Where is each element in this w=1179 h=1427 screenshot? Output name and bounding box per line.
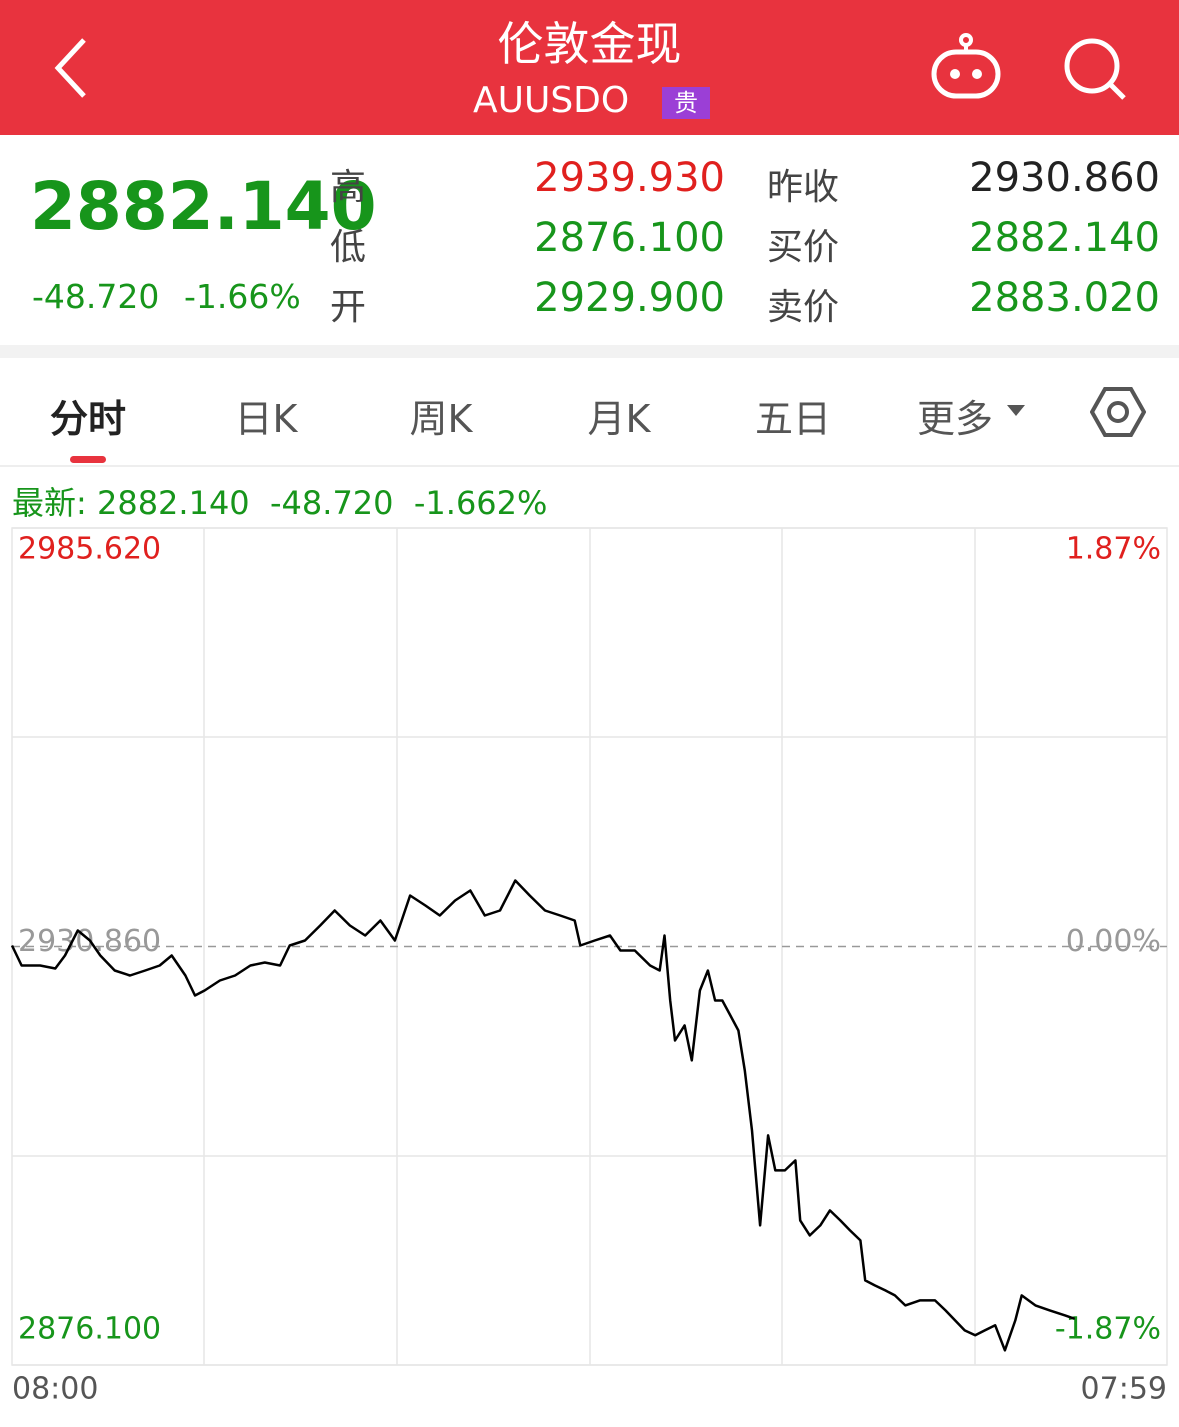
stat-label: 买价 — [767, 227, 840, 268]
badge: 贵 — [662, 87, 710, 119]
stat-value: 2883.020 — [969, 275, 1160, 321]
chart: 2985.6202930.8602876.1001.87%0.00%-1.87%… — [10, 527, 1168, 1407]
latest-label: 最新: — [12, 484, 87, 522]
y2-tick-label: 0.00% — [1066, 924, 1161, 959]
stat-label: 昨收 — [767, 167, 840, 208]
y2-tick-label: 1.87% — [1066, 532, 1161, 567]
search-icon[interactable] — [1060, 34, 1130, 104]
y-tick-label: 2876.100 — [18, 1312, 161, 1347]
tab[interactable]: 分时 — [49, 397, 126, 441]
y-tick-label: 2985.620 — [18, 532, 161, 567]
separator — [0, 345, 1179, 358]
tab[interactable]: 日K — [234, 397, 298, 441]
settings-icon[interactable] — [1090, 385, 1146, 439]
header-bar: 伦敦金现 AUUSDO 贵 — [0, 0, 1179, 135]
stat-label: 低 — [330, 227, 367, 268]
stat-label: 高 — [330, 167, 367, 208]
stat-value: 2882.140 — [969, 215, 1160, 261]
tab[interactable]: 五日 — [754, 397, 831, 441]
x-tick-label: 07:59 — [1081, 1372, 1167, 1407]
stat-value: 2929.900 — [534, 275, 725, 321]
dropdown-arrow — [1007, 405, 1025, 416]
tab[interactable]: 周K — [409, 397, 473, 441]
stat-value: 2930.860 — [969, 155, 1160, 201]
tab[interactable]: 更多 — [916, 397, 993, 441]
stat-value: 2939.930 — [534, 155, 725, 201]
latest-price: 2882.140 — [96, 484, 250, 522]
latest-row: 最新: 2882.140 -48.720 -1.662% — [12, 478, 547, 524]
tab[interactable]: 月K — [587, 397, 651, 441]
stat-value: 2876.100 — [534, 215, 725, 261]
symbol-code: AUUSDO — [473, 80, 630, 121]
latest-change: -48.720 — [270, 484, 394, 522]
tab-indicator — [70, 456, 106, 463]
robot-icon[interactable] — [928, 32, 1004, 102]
divider — [0, 465, 1179, 467]
x-tick-label: 08:00 — [12, 1372, 98, 1407]
back-button[interactable] — [40, 30, 110, 106]
stat-label: 卖价 — [767, 287, 840, 328]
price: 2882.140 — [30, 168, 377, 245]
title: 伦敦金现 — [497, 17, 682, 71]
change-percent: -1.66% — [184, 277, 301, 316]
change: -48.720 — [32, 277, 160, 316]
stat-label: 开 — [330, 287, 367, 328]
price-line — [10, 879, 1076, 1352]
latest-percent: -1.662% — [413, 484, 548, 522]
